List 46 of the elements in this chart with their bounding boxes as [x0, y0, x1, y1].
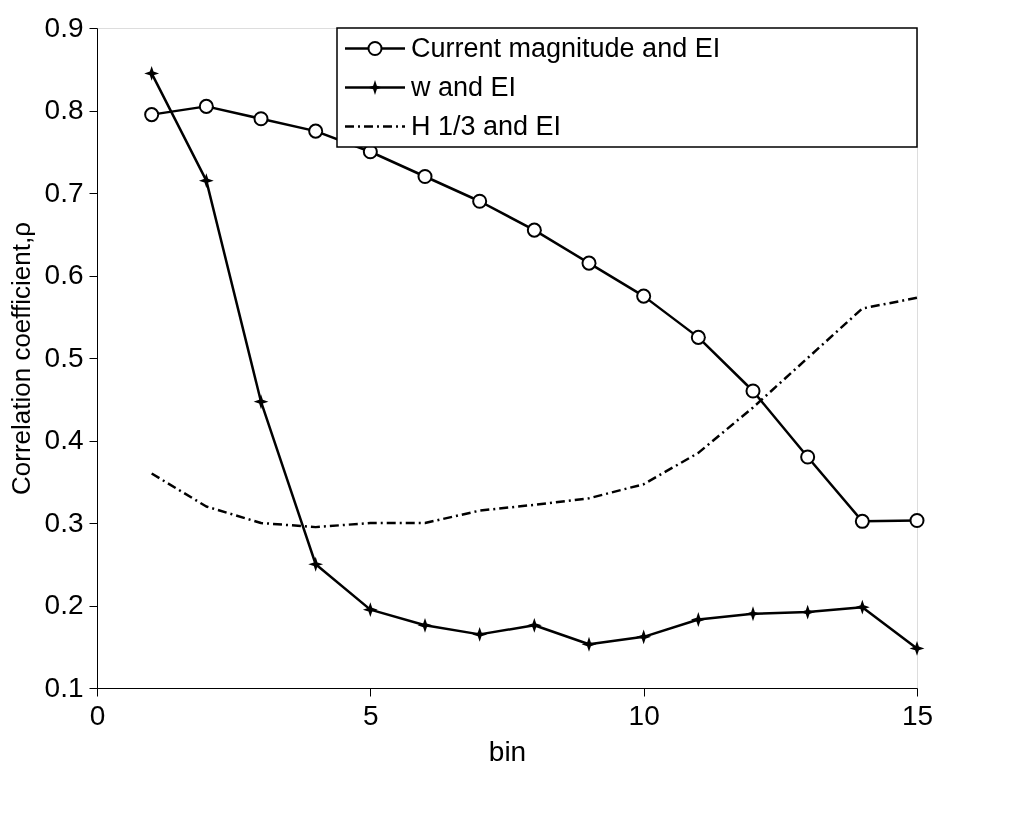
- point: [308, 556, 324, 572]
- point: [144, 65, 160, 81]
- point: [198, 173, 214, 189]
- point: [800, 449, 816, 465]
- point: [526, 617, 542, 633]
- legend-label: H 1/3 and EI: [411, 110, 562, 141]
- point: [472, 626, 488, 642]
- x-tick-label: 0: [89, 699, 106, 731]
- point: [526, 222, 542, 238]
- point: [308, 123, 324, 139]
- y-tick-label: 0.7: [44, 176, 84, 208]
- point: [417, 617, 433, 633]
- point: [362, 602, 378, 618]
- y-tick-label: 0.4: [44, 424, 84, 455]
- point: [745, 383, 761, 399]
- point: [854, 513, 870, 529]
- y-tick-label: 0.1: [44, 671, 84, 703]
- x-axis-title: bin: [488, 735, 527, 767]
- legend-label: w and EI: [410, 71, 517, 102]
- x-tick-label: 5: [363, 699, 379, 731]
- x-tick-label: 10: [628, 699, 660, 731]
- x-tick-label: 15: [901, 699, 934, 731]
- y-tick-label: 0.2: [44, 589, 84, 620]
- point: [253, 111, 269, 127]
- point: [854, 599, 870, 615]
- point: [636, 288, 652, 304]
- point: [581, 636, 597, 652]
- point: [581, 255, 597, 271]
- point: [745, 606, 761, 622]
- point: [636, 629, 652, 645]
- point: [472, 193, 488, 209]
- point: [690, 329, 706, 345]
- point: [144, 107, 160, 123]
- y-tick-label: 0.6: [44, 259, 84, 290]
- point: [198, 98, 214, 114]
- point: [417, 168, 433, 185]
- y-tick-label: 0.9: [44, 11, 84, 43]
- y-tick-label: 0.8: [44, 94, 84, 125]
- point: [909, 513, 925, 529]
- y-axis-title: Correlation coefficient,ρ: [5, 222, 36, 495]
- point: [909, 640, 925, 656]
- y-tick-label: 0.3: [44, 506, 84, 538]
- legend-label: Current magnitude and EI: [411, 32, 721, 63]
- point: [690, 612, 706, 627]
- y-tick-label: 0.5: [44, 341, 84, 373]
- point: [253, 394, 269, 410]
